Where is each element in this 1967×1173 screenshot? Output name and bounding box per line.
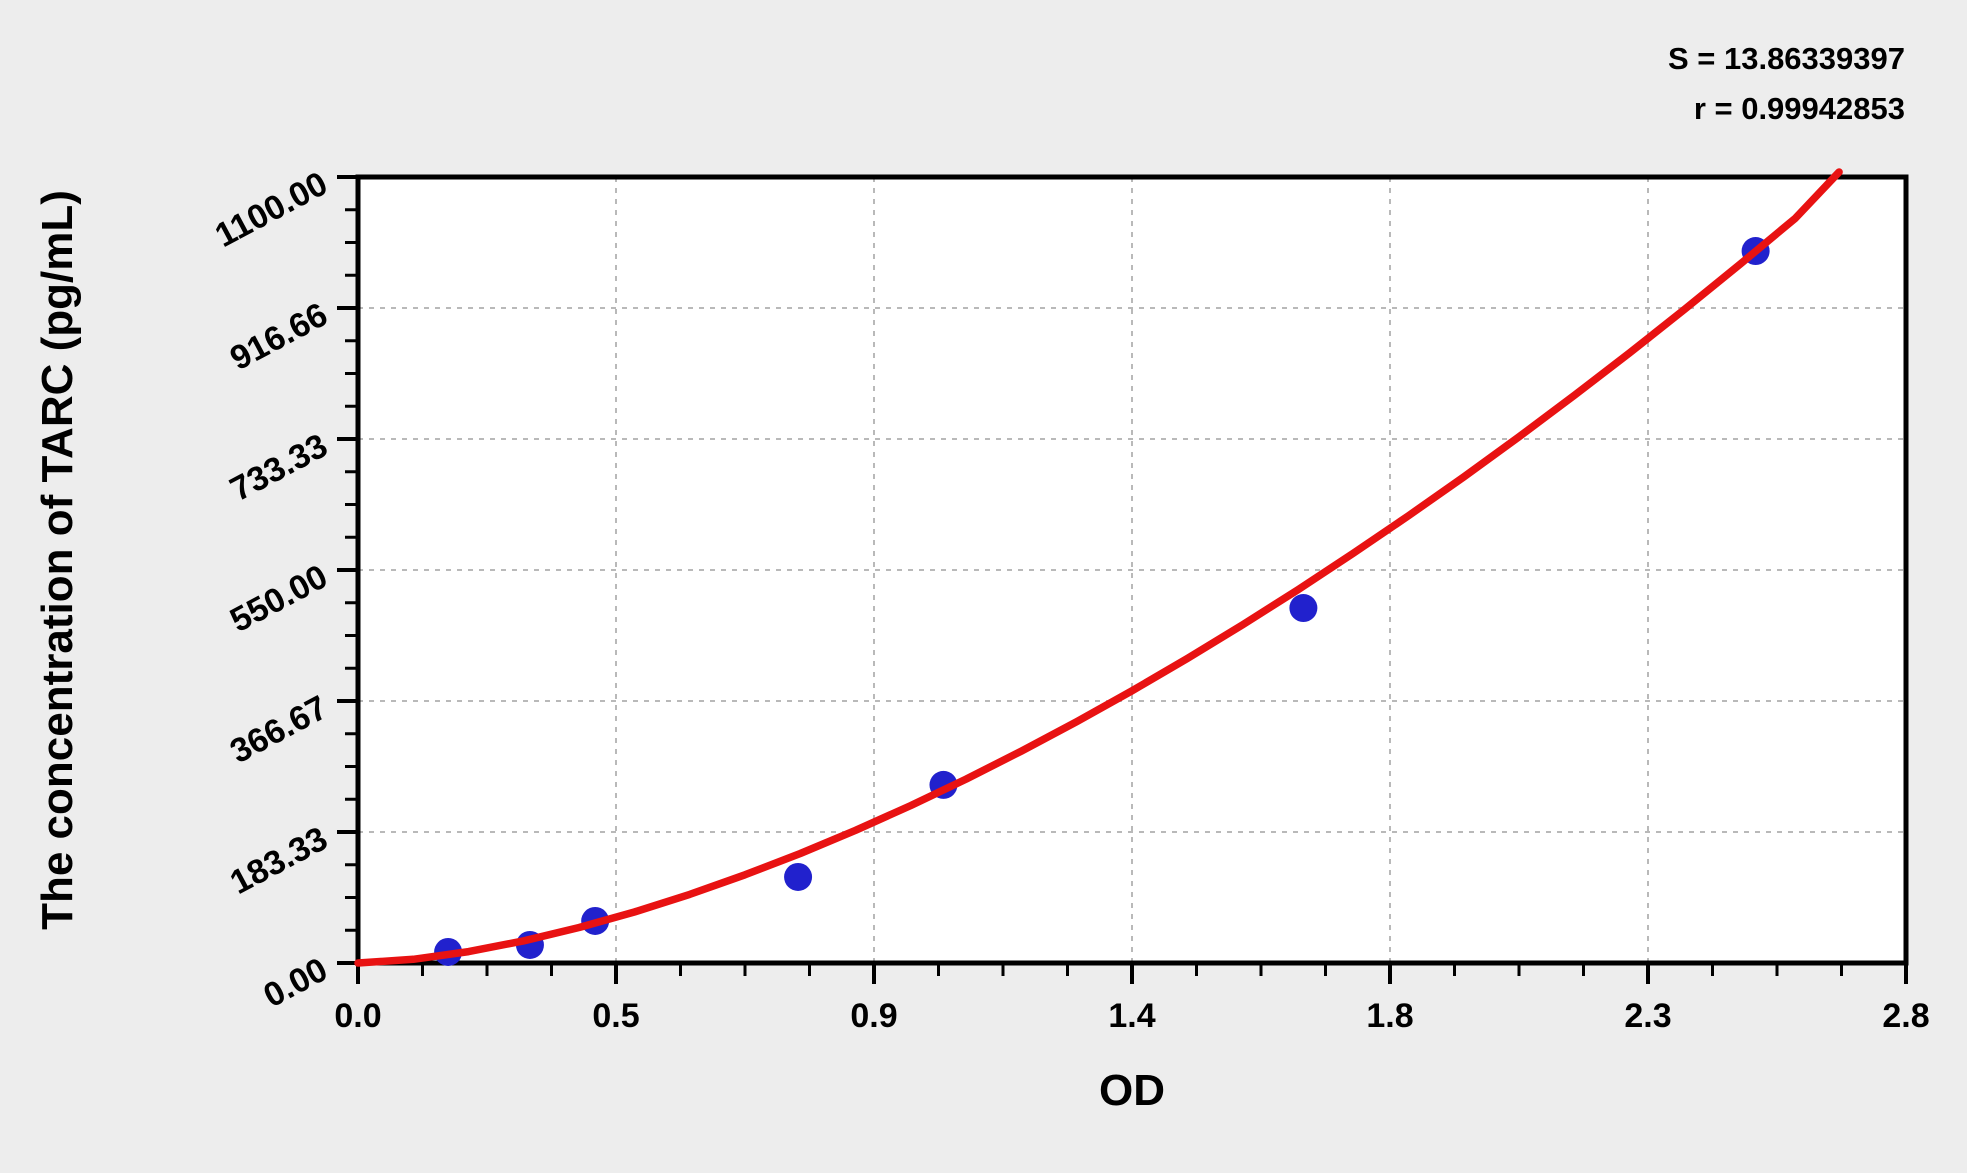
- x-tick-label: 0.5: [592, 997, 639, 1035]
- y-tick-label: 0.00: [257, 951, 333, 1016]
- x-tick-label: 2.3: [1624, 997, 1671, 1035]
- y-tick-label: 550.00: [224, 558, 334, 640]
- y-tick-label: 183.33: [224, 820, 334, 902]
- fit-curve: [354, 168, 1843, 967]
- x-tick-label: 0.0: [334, 997, 381, 1035]
- stat-s-value: S = 13.86339397: [1667, 41, 1905, 76]
- y-tick-label: 1100.00: [209, 165, 334, 255]
- y-tick-label: 366.67: [224, 689, 334, 771]
- x-tick-label: 2.8: [1882, 997, 1929, 1035]
- x-tick-label: 1.4: [1108, 997, 1155, 1035]
- data-point: [1289, 594, 1318, 623]
- x-tick-label: 0.9: [850, 997, 897, 1035]
- stat-r-value: r = 0.99942853: [1693, 91, 1905, 126]
- y-tick-label: 916.66: [224, 296, 334, 378]
- plot-frame: [355, 174, 1909, 966]
- y-tick-label: 733.33: [224, 427, 334, 509]
- fit-statistics: S = 13.86339397 r = 0.99942853: [1668, 34, 1905, 134]
- data-point: [784, 862, 813, 891]
- x-axis-title: OD: [1099, 1066, 1165, 1115]
- x-tick-label: 1.8: [1366, 997, 1413, 1035]
